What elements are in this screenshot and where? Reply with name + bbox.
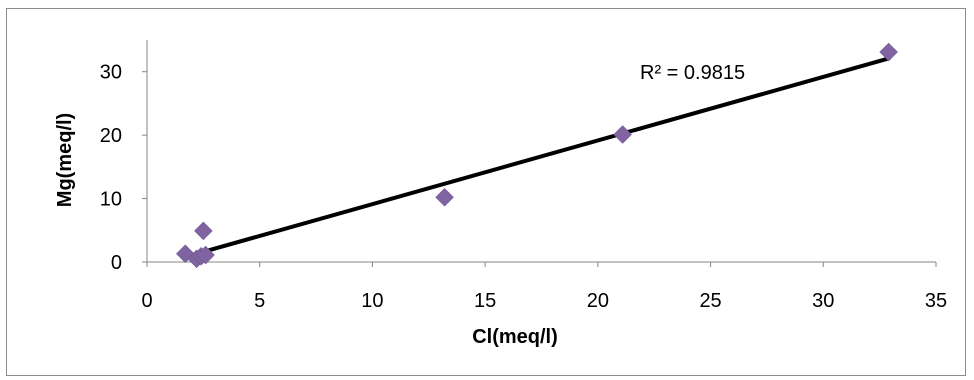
- x-tick-labels: 0 5 10 15 20 25 30 35: [141, 290, 947, 312]
- data-point: [194, 221, 213, 241]
- y-tick-labels: 0 10 20 30: [100, 62, 122, 274]
- y-tick-label: 30: [100, 62, 122, 84]
- data-point: [613, 125, 633, 144]
- y-tick-label: 20: [100, 125, 122, 147]
- x-tick-label: 0: [141, 290, 152, 312]
- x-tick-label: 5: [254, 290, 265, 312]
- chart-frame: [6, 8, 966, 376]
- data-point: [435, 187, 454, 207]
- axes: [142, 40, 937, 267]
- x-tick-label: 35: [925, 290, 947, 312]
- data-point: [879, 42, 899, 62]
- r-squared-annotation: R² = 0.9815: [640, 62, 745, 84]
- x-tick-label: 25: [699, 290, 721, 312]
- x-tick-label: 15: [474, 290, 496, 312]
- trendline-group: [183, 56, 891, 259]
- y-tick-label: 10: [100, 189, 122, 211]
- x-tick-label: 10: [361, 290, 383, 312]
- y-tick-label: 0: [111, 252, 122, 274]
- data-point: [196, 245, 215, 265]
- x-tick-label: 30: [812, 290, 834, 312]
- y-axis-title: Mg(meq/l): [54, 113, 76, 207]
- data-points: [175, 42, 899, 269]
- trendline: [183, 56, 891, 259]
- x-axis-title: Cl(meq/l): [472, 326, 558, 348]
- x-tick-label: 20: [587, 290, 609, 312]
